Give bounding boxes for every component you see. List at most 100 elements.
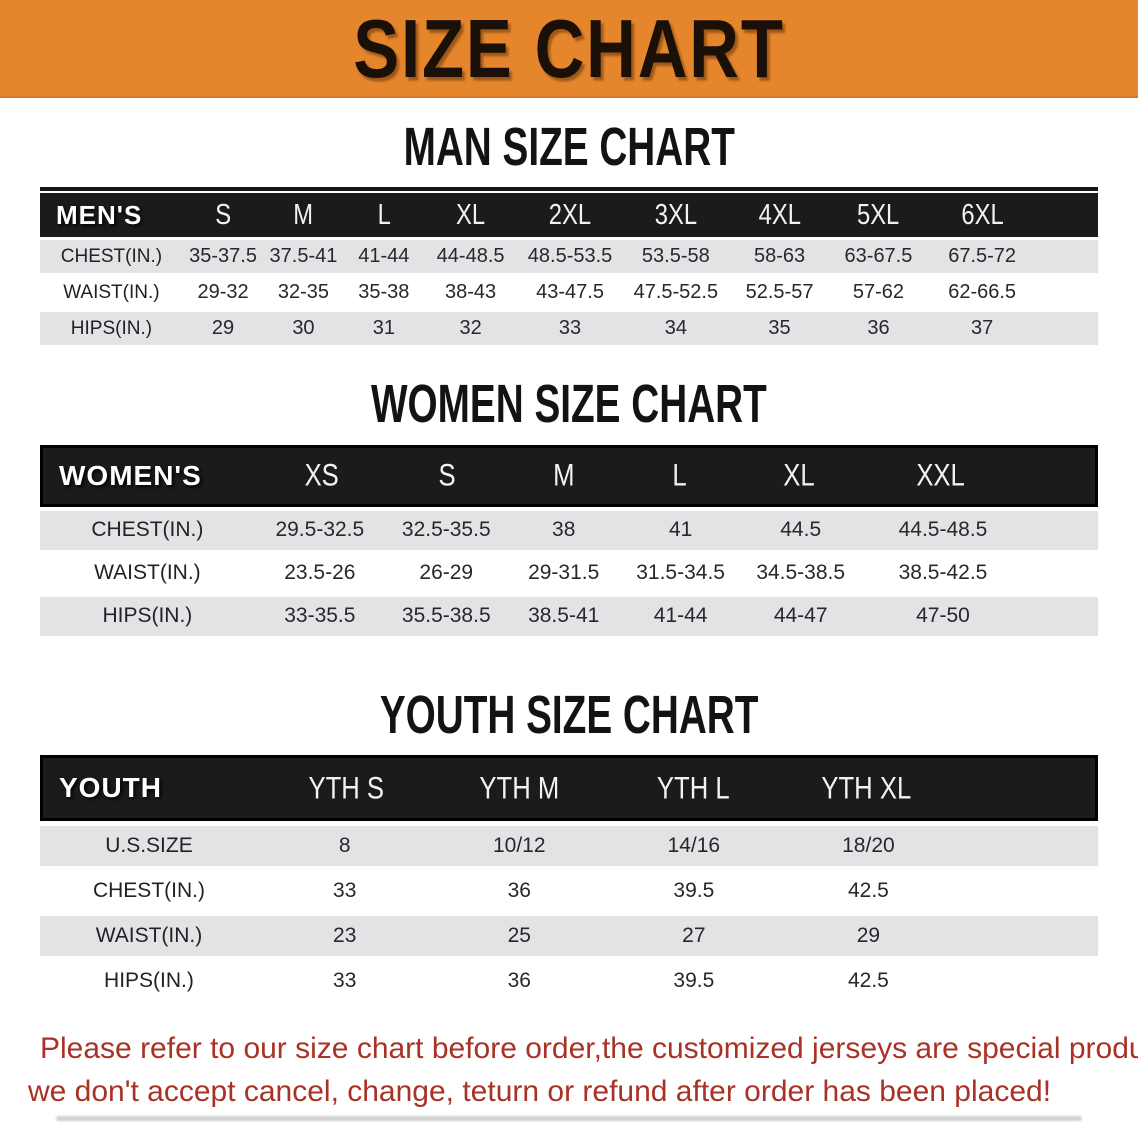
women-chest-row: CHEST(IN.) 29.5-32.5 32.5-35.5 38 41 44.…	[40, 510, 1098, 550]
women-chest-row-label: CHEST(IN.)	[91, 518, 204, 542]
size-value-cell: 29-31.5	[528, 561, 600, 585]
size-value-cell: 23	[333, 924, 357, 948]
size-value-cell: 29.5-32.5	[275, 518, 365, 542]
size-value-cell: 14/16	[667, 834, 721, 858]
women-hips-row: HIPS(IN.) 33-35.5 35.5-38.5 38.5-41 41-4…	[40, 596, 1098, 636]
size-value-cell: 29	[211, 317, 235, 340]
men-table-header-row: MEN'S S M L XL 2XL 3XL 4XL 5XL 6XL	[40, 187, 1098, 238]
size-value-cell: 39.5	[673, 879, 715, 903]
youth-col-l: YTH L	[656, 770, 730, 805]
women-hips-row-label: HIPS(IN.)	[102, 604, 193, 628]
youth-hips-row-label: HIPS(IN.)	[104, 969, 194, 993]
size-value-cell: 38.5-42.5	[898, 561, 988, 585]
size-value-cell: 67.5-72	[948, 245, 1017, 268]
size-value-cell: 32.5-35.5	[401, 518, 491, 542]
women-col-xs: XS	[304, 457, 339, 493]
men-col-3xl: 3XL	[654, 198, 697, 231]
size-value-cell: 18/20	[842, 834, 895, 858]
size-value-cell: 35.5-38.5	[401, 604, 491, 628]
size-value-cell: 58-63	[753, 245, 806, 268]
size-value-cell: 33-35.5	[284, 604, 356, 628]
men-col-5xl: 5XL	[857, 198, 900, 231]
size-value-cell: 38-43	[445, 281, 497, 304]
size-value-cell: 43-47.5	[536, 281, 604, 304]
women-table-header-row: WOMEN'S XS S M L XL XXL	[40, 444, 1098, 507]
size-value-cell: 44.5-48.5	[898, 518, 988, 542]
women-col-s: S	[438, 457, 456, 493]
size-value-cell: 35-37.5	[189, 245, 257, 268]
size-value-cell: 42.5	[847, 969, 889, 993]
size-value-cell: 38	[552, 518, 576, 542]
size-value-cell: 33	[333, 879, 357, 903]
size-value-cell: 47.5-52.5	[633, 281, 719, 304]
banner: SIZE CHART	[0, 0, 1138, 98]
size-value-cell: 52.5-57	[745, 281, 814, 304]
youth-col-m: YTH M	[479, 770, 560, 805]
disclaimer-line-2: we don't accept cancel, change, teturn o…	[28, 1075, 1052, 1109]
men-col-xl: XL	[456, 198, 486, 231]
men-section-heading-text: MAN SIZE CHART	[403, 117, 735, 178]
youth-size-table: YOUTH YTH S YTH M YTH L YTH XL U.S.SIZE …	[40, 755, 1098, 1002]
size-value-cell: 36	[867, 317, 890, 340]
size-value-cell: 34	[664, 317, 687, 340]
size-value-cell: 36	[507, 879, 531, 903]
women-size-table: WOMEN'S XS S M L XL XXL CHEST(IN.) 29.5-…	[40, 444, 1098, 636]
men-col-4xl: 4XL	[758, 198, 801, 231]
size-value-cell: 8	[338, 834, 351, 858]
size-value-cell: 29	[856, 924, 881, 948]
size-value-cell: 33	[333, 969, 357, 993]
women-section-heading-text: WOMEN SIZE CHART	[371, 374, 767, 435]
women-waist-row: WAIST(IN.) 23.5-26 26-29 29-31.5 31.5-34…	[40, 553, 1098, 593]
men-size-table: MEN'S S M L XL 2XL 3XL 4XL 5XL 6XL CHEST…	[40, 187, 1098, 346]
size-value-cell: 10/12	[492, 834, 546, 858]
bottom-edge-shadow	[56, 1116, 1082, 1122]
men-col-2xl: 2XL	[548, 198, 592, 231]
youth-hips-row: HIPS(IN.) 33 36 39.5 42.5	[40, 961, 1098, 1002]
size-value-cell: 31.5-34.5	[636, 561, 725, 585]
youth-table-corner-label: YOUTH	[59, 772, 162, 804]
men-chest-row: CHEST(IN.) 35-37.5 37.5-41 41-44 44-48.5…	[40, 240, 1098, 274]
youth-col-xl: YTH XL	[821, 770, 912, 805]
size-value-cell: 44-47	[773, 604, 828, 628]
size-value-cell: 63-67.5	[844, 245, 913, 268]
women-col-xxl: XXL	[916, 457, 966, 493]
size-value-cell: 41	[668, 518, 693, 542]
size-value-cell: 35-38	[358, 281, 410, 304]
youth-chest-row-label: CHEST(IN.)	[92, 879, 205, 903]
youth-ussize-row-label: U.S.SIZE	[105, 834, 193, 858]
size-value-cell: 27	[682, 924, 706, 948]
youth-table-header-row: YOUTH YTH S YTH M YTH L YTH XL	[40, 755, 1098, 822]
youth-col-s: YTH S	[308, 770, 384, 805]
women-table-corner-label: WOMEN'S	[59, 459, 202, 491]
youth-section-heading-text: YOUTH SIZE CHART	[379, 685, 759, 746]
youth-section-heading: YOUTH SIZE CHART	[0, 685, 1138, 745]
size-value-cell: 39.5	[673, 969, 715, 993]
section-women: WOMEN SIZE CHART WOMEN'S XS S M L XL XXL…	[0, 375, 1138, 636]
men-col-s: S	[215, 198, 231, 231]
women-waist-row-label: WAIST(IN.)	[94, 561, 201, 585]
men-col-m: M	[293, 198, 314, 231]
size-value-cell: 32-35	[277, 281, 330, 304]
size-value-cell: 38.5-41	[528, 604, 600, 628]
page-title: SIZE CHART	[353, 1, 785, 95]
women-col-l: L	[672, 457, 688, 493]
men-col-6xl: 6XL	[961, 198, 1004, 231]
size-value-cell: 41-44	[358, 245, 410, 268]
men-section-heading: MAN SIZE CHART	[0, 118, 1138, 178]
section-men: MAN SIZE CHART MEN'S S M L XL 2XL 3XL 4X…	[0, 118, 1138, 346]
size-value-cell: 48.5-53.5	[527, 245, 613, 268]
women-col-xl: XL	[783, 457, 816, 493]
size-value-cell: 29-32	[197, 281, 249, 304]
size-value-cell: 33	[558, 317, 582, 340]
men-col-l: L	[377, 198, 391, 231]
size-value-cell: 41-44	[653, 604, 708, 628]
size-value-cell: 36	[507, 969, 531, 993]
size-value-cell: 35	[768, 317, 791, 340]
size-value-cell: 37.5-41	[269, 245, 338, 268]
size-value-cell: 62-66.5	[948, 281, 1017, 304]
men-table-corner-label: MEN'S	[56, 199, 143, 230]
women-col-m: M	[553, 457, 575, 493]
women-section-heading: WOMEN SIZE CHART	[0, 375, 1138, 435]
disclaimer-note: Please refer to our size chart before or…	[0, 1027, 1138, 1113]
